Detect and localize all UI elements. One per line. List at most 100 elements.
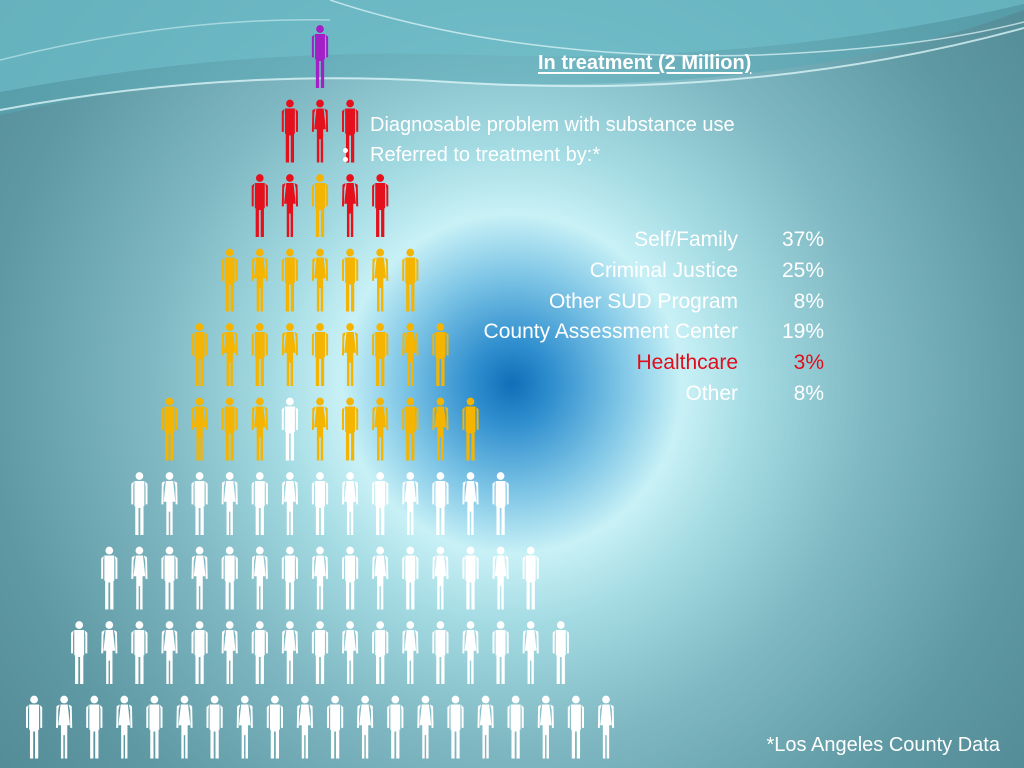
person-icon	[281, 248, 298, 312]
person-icon	[281, 174, 298, 237]
person-icon	[251, 248, 268, 312]
referral-label: Other SUD Program	[548, 289, 738, 313]
person-icon	[342, 99, 359, 163]
bullet-dot	[343, 157, 348, 162]
person-icon	[432, 472, 449, 535]
person-icon	[191, 546, 208, 610]
person-icon	[221, 323, 238, 386]
person-icon	[131, 621, 148, 684]
referral-row-highlighted: Healthcare 3%	[400, 351, 830, 382]
referral-label: Self/Family	[634, 228, 738, 251]
person-icon	[522, 621, 539, 684]
person-icon	[357, 695, 374, 759]
person-icon	[251, 397, 268, 461]
footnote: *Los Angeles County Data	[766, 734, 1001, 756]
person-icon	[492, 546, 509, 610]
person-icon	[387, 695, 404, 759]
person-icon	[311, 323, 329, 386]
person-icon	[161, 546, 178, 610]
person-icon	[281, 472, 298, 535]
person-icon	[342, 174, 359, 237]
person-icon	[86, 695, 103, 759]
referral-row: Other 8%	[400, 382, 830, 413]
person-icon	[417, 695, 434, 759]
person-icon	[372, 174, 389, 237]
person-icon	[402, 248, 419, 312]
person-icon	[402, 621, 419, 684]
person-icon	[492, 472, 509, 535]
person-icon	[327, 695, 344, 759]
person-icon	[251, 621, 268, 684]
person-icon	[221, 621, 238, 684]
person-icon	[311, 248, 329, 312]
person-icon	[342, 248, 359, 312]
referral-row: Criminal Justice 25%	[400, 259, 830, 290]
person-icon	[342, 323, 359, 386]
person-icon	[311, 174, 329, 237]
person-icon	[131, 546, 148, 610]
person-icon	[191, 621, 208, 684]
person-icon	[221, 248, 238, 312]
person-icon	[146, 695, 163, 759]
description-line-2: Referred to treatment by:*	[370, 144, 601, 166]
referral-percent: 25%	[781, 258, 824, 282]
referral-label: Criminal Justice	[589, 258, 738, 282]
person-icon	[552, 621, 569, 684]
person-icon	[131, 472, 148, 535]
person-icon	[477, 695, 494, 759]
referral-label: Healthcare	[636, 351, 738, 375]
person-icon	[221, 472, 238, 535]
referral-row: County Assessment Center 19%	[400, 320, 830, 351]
referral-percent: 37%	[781, 228, 824, 251]
person-icon	[402, 546, 419, 610]
person-icon	[191, 323, 208, 386]
person-icon	[432, 621, 449, 684]
person-icon	[191, 472, 208, 535]
person-icon	[281, 621, 298, 684]
person-icon	[522, 546, 539, 610]
person-icon	[567, 695, 584, 759]
person-icon	[161, 621, 178, 684]
person-icon	[221, 397, 238, 461]
person-icon	[161, 472, 178, 535]
person-icon	[432, 546, 449, 610]
person-icon	[71, 621, 88, 684]
person-icon	[251, 472, 268, 535]
referral-label: Other	[685, 381, 738, 405]
person-icon	[311, 472, 329, 535]
referral-list: Self/Family 37% Criminal Justice 25% Oth…	[400, 228, 830, 413]
person-icon	[281, 397, 298, 461]
referral-row: Other SUD Program 8%	[400, 290, 830, 321]
slide-title: In treatment (2 Million)	[538, 52, 752, 74]
person-icon	[116, 695, 133, 759]
person-icon	[281, 323, 298, 386]
person-icon	[402, 323, 419, 386]
person-icon	[161, 397, 178, 461]
description-line-1: Diagnosable problem with substance use	[370, 114, 735, 136]
referral-percent: 3%	[793, 351, 824, 375]
person-icon	[402, 472, 419, 535]
person-icon	[447, 695, 464, 759]
person-icon	[191, 397, 208, 461]
person-icon	[311, 397, 329, 461]
person-icon	[296, 695, 313, 759]
person-icon	[251, 546, 268, 610]
person-icon	[342, 472, 359, 535]
person-icon	[56, 695, 73, 759]
person-icon	[101, 546, 118, 610]
person-icon	[372, 472, 389, 535]
referral-row: Self/Family 37%	[400, 228, 830, 259]
person-icon	[372, 323, 389, 386]
person-icon	[311, 99, 329, 163]
person-icon	[462, 397, 479, 461]
person-icon	[206, 695, 223, 759]
person-icon	[221, 546, 238, 610]
person-icon	[311, 25, 329, 88]
referral-label: County Assessment Center	[483, 320, 738, 344]
person-icon	[251, 174, 268, 237]
person-icon	[507, 695, 524, 759]
person-icon	[372, 546, 389, 610]
bullet-dot	[343, 148, 348, 153]
person-icon	[25, 695, 43, 759]
